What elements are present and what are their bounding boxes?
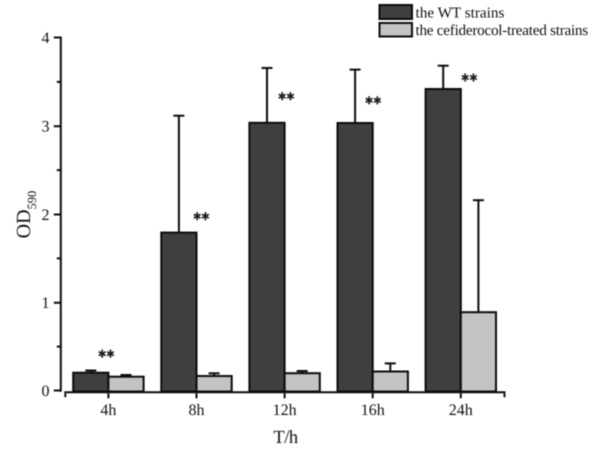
svg-text:0: 0: [42, 383, 50, 400]
svg-text:3: 3: [42, 119, 50, 136]
svg-text:8h: 8h: [189, 402, 205, 419]
svg-text:the cefiderocol-treated strain: the cefiderocol-treated strains: [416, 22, 589, 39]
svg-text:4: 4: [42, 30, 50, 47]
svg-text:T/h: T/h: [273, 428, 297, 448]
svg-text:24h: 24h: [449, 402, 473, 419]
svg-text:OD590: OD590: [13, 191, 39, 239]
svg-text:4h: 4h: [100, 402, 116, 419]
svg-text:2: 2: [42, 207, 50, 224]
svg-text:1: 1: [42, 295, 50, 312]
svg-text:16h: 16h: [361, 402, 385, 419]
svg-text:the WT strains: the WT strains: [416, 4, 505, 21]
svg-text:12h: 12h: [273, 402, 297, 419]
